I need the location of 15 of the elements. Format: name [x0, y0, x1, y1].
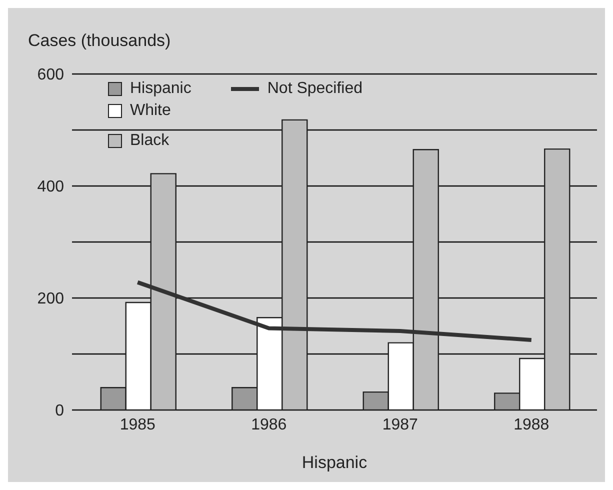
y-tick-label: 600	[37, 66, 64, 84]
y-tick-label: 0	[55, 402, 64, 420]
x-axis-title: Hispanic	[302, 453, 368, 472]
x-tick-label: 1985	[120, 416, 156, 434]
x-tick-label: 1988	[514, 416, 550, 434]
y-tick-label: 400	[37, 178, 64, 196]
y-axis-title: Cases (thousands)	[28, 31, 171, 50]
x-tick-label: 1987	[382, 416, 418, 434]
legend-label: Black	[130, 132, 170, 150]
x-tick-label: 1986	[251, 416, 287, 434]
y-tick-label: 200	[37, 290, 64, 308]
legend-label: White	[130, 102, 171, 120]
legend-label: Hispanic	[130, 80, 192, 98]
legend-label: Not Specified	[267, 80, 363, 98]
line-series	[136, 280, 534, 342]
